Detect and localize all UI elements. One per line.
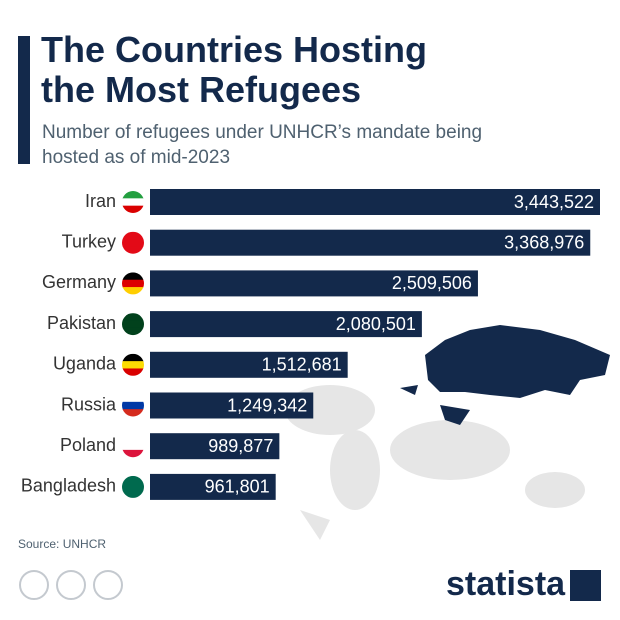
flag-stripe — [122, 313, 144, 321]
license-icons — [19, 570, 123, 600]
flag-stripe — [122, 191, 144, 199]
flag-stripe — [122, 205, 144, 213]
flag-stripe — [122, 353, 144, 362]
bar — [150, 392, 314, 419]
flag-stripe — [122, 246, 144, 254]
bar — [150, 433, 280, 460]
highlighted-region — [400, 325, 610, 425]
bar — [150, 311, 422, 338]
chart-title: The Countries Hosting the Most Refugees — [41, 29, 427, 110]
flag-stripe — [122, 320, 144, 329]
category-label: Turkey — [62, 231, 116, 251]
value-label: 989,877 — [208, 436, 273, 456]
flag-stripe — [122, 198, 144, 207]
flag-stripe — [122, 368, 144, 376]
logo-icon — [570, 570, 601, 601]
flag-stripe — [122, 361, 144, 369]
chart-subtitle: Number of refugees under UNHCR’s mandate… — [42, 122, 483, 168]
bar — [150, 189, 600, 215]
value-label: 2,509,506 — [392, 273, 472, 293]
value-label: 961,801 — [205, 477, 270, 497]
category-label: Bangladesh — [21, 476, 116, 496]
value-label: 2,080,501 — [336, 314, 416, 334]
category-label: Uganda — [53, 354, 117, 374]
bar — [150, 229, 591, 256]
flag-stripe — [122, 272, 144, 281]
flag-stripe — [122, 409, 144, 417]
world-map — [285, 385, 585, 540]
category-label: Russia — [61, 394, 117, 414]
flag-stripe — [122, 449, 144, 458]
flag-stripe — [122, 435, 144, 444]
flag-stripe — [122, 401, 144, 410]
flag-stripe — [122, 279, 144, 288]
flag-stripe — [122, 442, 144, 451]
flag-stripe — [122, 287, 144, 295]
bar — [150, 270, 478, 297]
flag-stripe — [122, 483, 144, 492]
flag-stripe — [122, 394, 144, 403]
flag-stripe — [122, 231, 144, 240]
category-label: Germany — [42, 272, 116, 292]
category-label: Poland — [60, 435, 116, 455]
title-accent — [18, 36, 30, 164]
value-label: 1,249,342 — [227, 395, 307, 415]
source: Source: UNHCR — [18, 537, 106, 551]
flag-stripe — [122, 490, 144, 498]
flag-stripe — [122, 239, 144, 247]
bar — [150, 473, 276, 500]
logo: statista — [446, 565, 566, 603]
value-label: 3,368,976 — [504, 232, 584, 252]
value-label: 3,443,522 — [514, 192, 594, 212]
category-label: Iran — [85, 191, 116, 211]
value-label: 1,512,681 — [262, 355, 342, 375]
bar — [150, 351, 348, 378]
category-label: Pakistan — [47, 313, 116, 333]
flag-stripe — [122, 475, 144, 484]
flag-stripe — [122, 327, 144, 336]
